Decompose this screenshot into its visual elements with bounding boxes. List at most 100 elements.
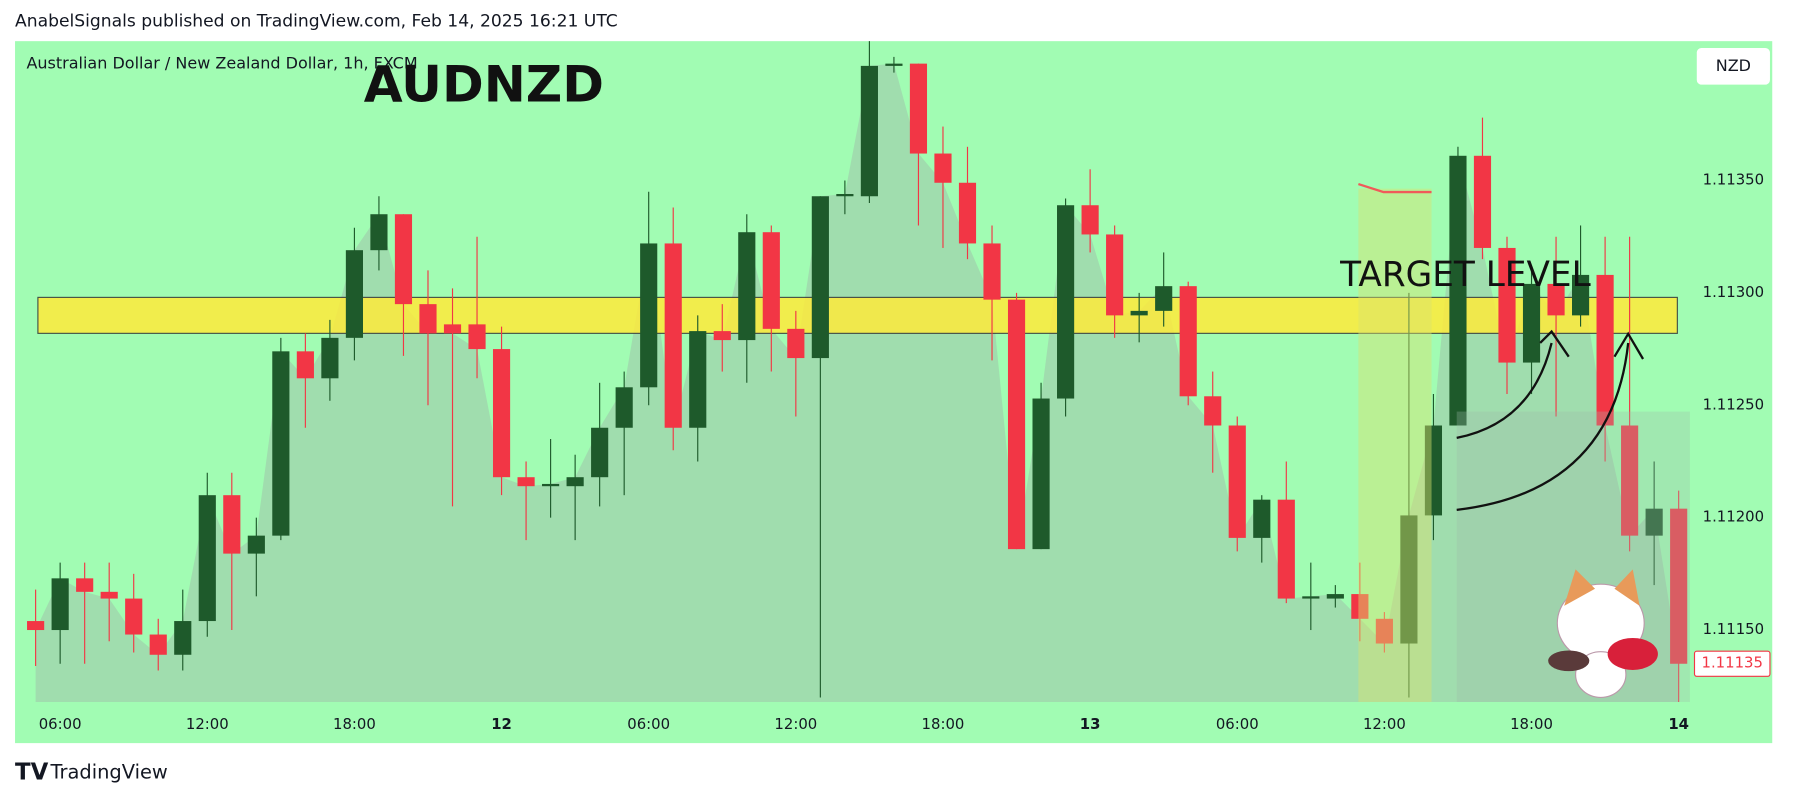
candle-body (885, 63, 903, 66)
candle-body (1449, 155, 1467, 426)
candle-body (566, 477, 584, 487)
annotation: TARGET LEVEL (1339, 255, 1591, 295)
candle-body (1081, 205, 1099, 235)
candle-body (1621, 425, 1639, 536)
candle-body (443, 324, 462, 334)
x-tick-label: 12:00 (186, 715, 229, 733)
candle-body (1277, 499, 1295, 599)
chart-title: AUDNZD (364, 55, 604, 114)
candle-body (591, 427, 609, 478)
x-tick-label: 06:00 (1216, 715, 1259, 733)
subtitle: Australian Dollar / New Zealand Dollar, … (26, 54, 417, 73)
header: AnabelSignals published on TradingView.c… (15, 12, 618, 32)
x-tick-label: 13 (1080, 715, 1101, 733)
candle-body (198, 495, 216, 622)
candle-body (1424, 425, 1443, 516)
candle-body (860, 65, 878, 197)
candle-body (1106, 234, 1124, 316)
candle-body (1155, 286, 1173, 311)
candle-body (321, 337, 339, 379)
candle-body (419, 304, 437, 334)
y-tick-label: 1.11300 (1703, 283, 1764, 301)
candle-body (100, 591, 118, 599)
candle-body (76, 578, 94, 592)
candle-body (542, 483, 560, 487)
candle-body (1547, 283, 1565, 316)
candle-body (1400, 515, 1418, 644)
close-area (35, 63, 1679, 702)
candle-body (468, 324, 486, 350)
logo: TV (15, 759, 49, 785)
candle-body (517, 477, 535, 487)
candle-body (370, 214, 388, 251)
highlight-box (1358, 188, 1432, 702)
plot (27, 41, 1688, 702)
arrow-head (1613, 331, 1645, 360)
last-price-box (1693, 650, 1771, 677)
y-tick-label: 1.11250 (1703, 395, 1764, 413)
candle-body (909, 63, 928, 154)
candle-body (174, 621, 192, 655)
candle-body (689, 331, 707, 428)
candle-body (492, 349, 511, 478)
candle-body (1032, 398, 1050, 550)
candle-body (1302, 596, 1320, 599)
candle-body (787, 328, 805, 359)
candle-body (394, 214, 413, 305)
currency-badge (1696, 48, 1770, 85)
y-tick-label: 1.11150 (1703, 620, 1764, 638)
candle-body (983, 243, 1001, 300)
candle-body (1253, 499, 1271, 538)
candle-body (272, 351, 290, 536)
x-tick-label: 14 (1668, 715, 1689, 733)
y-tick-label: 1.11350 (1703, 171, 1764, 189)
arrow-head (1539, 329, 1570, 358)
arrow (1456, 342, 1630, 512)
candle-body (811, 196, 829, 359)
candle-body (958, 182, 977, 244)
candle-body (1645, 508, 1663, 536)
x-tick-label: 06:00 (39, 715, 82, 733)
candle-body (1228, 425, 1246, 538)
candle-body (51, 578, 69, 631)
candle-body (1130, 310, 1148, 316)
candle-body (1326, 594, 1344, 599)
candle-body (1571, 274, 1590, 316)
x-tick-label: 06:00 (627, 715, 670, 733)
candle-body (836, 193, 854, 197)
candle-body (345, 250, 363, 338)
candle-body (664, 243, 682, 428)
candle-body (1204, 396, 1222, 426)
candle-body (762, 232, 780, 329)
arrow (1456, 342, 1553, 439)
currency: NZD (1716, 56, 1751, 75)
x-tick-label: 18:00 (1510, 715, 1553, 733)
candle-body (247, 535, 265, 554)
candle-body (296, 351, 314, 379)
target-zone (37, 296, 1678, 334)
candle-body (1375, 618, 1393, 644)
marker-line (1358, 182, 1432, 194)
candle-body (149, 634, 167, 655)
candle-body (1179, 286, 1197, 397)
candle-body (1351, 594, 1369, 619)
x-tick-label: 18:00 (922, 715, 965, 733)
candle-body (27, 621, 45, 631)
candle-body (1498, 247, 1516, 363)
last-price: 1.11135 (1702, 654, 1763, 672)
candle-body (1670, 508, 1688, 664)
candle-body (125, 598, 143, 635)
x-tick-label: 12:00 (774, 715, 817, 733)
x-tick-label: 18:00 (333, 715, 376, 733)
candle-body (1522, 283, 1541, 363)
sticker (1548, 569, 1658, 698)
candle-body (615, 387, 633, 428)
candle-body (640, 243, 658, 388)
y-tick-label: 1.11200 (1703, 508, 1764, 526)
candle-body (1596, 274, 1614, 426)
candle-body (223, 495, 241, 554)
candle-body (934, 153, 952, 183)
candle-body (1057, 205, 1075, 399)
footer: TradingView (49, 760, 167, 783)
